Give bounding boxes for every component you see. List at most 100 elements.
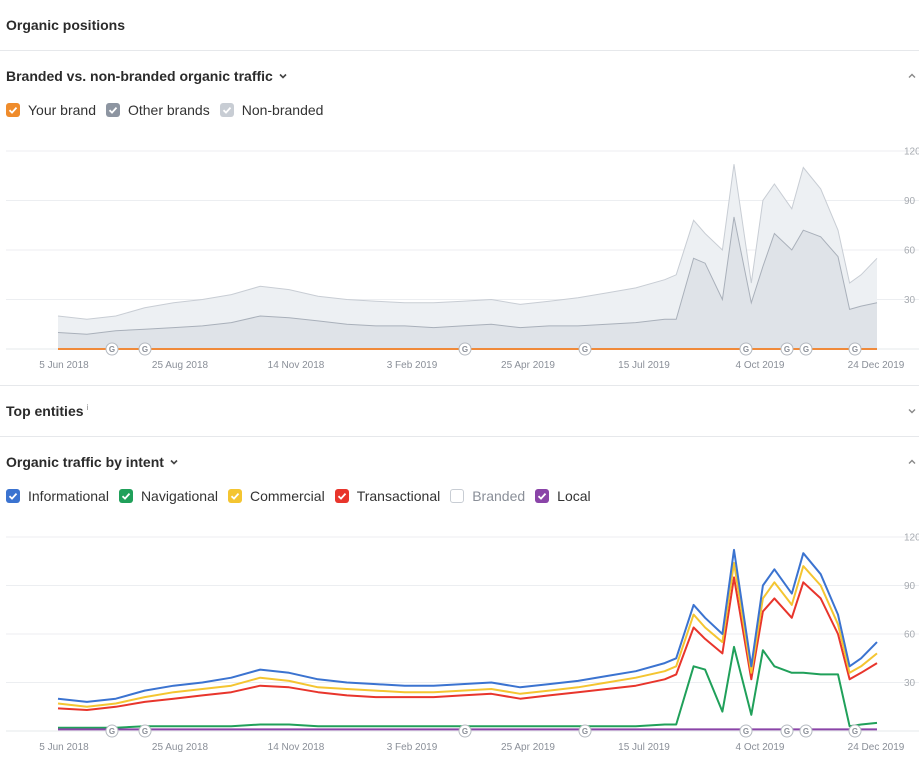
legend-item-branded[interactable]: Branded <box>450 488 525 504</box>
google-update-icon[interactable]: G <box>739 342 753 356</box>
intent-title-text: Organic traffic by intent <box>6 454 164 470</box>
checkbox-icon[interactable] <box>118 489 133 503</box>
legend-item-other-brands[interactable]: Other brands <box>105 102 210 118</box>
svg-text:G: G <box>803 727 809 736</box>
x-tick-label: 25 Apr 2019 <box>501 742 555 753</box>
google-update-icon[interactable]: G <box>578 724 592 738</box>
legend-item-local[interactable]: Local <box>535 488 591 504</box>
legend-item-commercial[interactable]: Commercial <box>228 488 325 504</box>
svg-text:G: G <box>784 345 790 354</box>
legend-item-navigational[interactable]: Navigational <box>118 488 218 504</box>
expand-chevron-icon[interactable] <box>907 406 917 416</box>
top-entities-title-text: Top entities <box>6 403 84 419</box>
x-tick-label: 15 Jul 2019 <box>618 742 670 753</box>
checkbox-icon[interactable] <box>450 489 465 503</box>
google-update-icon[interactable]: G <box>739 724 753 738</box>
svg-text:G: G <box>784 727 790 736</box>
legend-label: Transactional <box>356 488 441 504</box>
area-non-branded <box>58 164 877 349</box>
svg-text:G: G <box>142 727 148 736</box>
line-informational <box>57 548 878 703</box>
legend-item-transactional[interactable]: Transactional <box>334 488 441 504</box>
google-update-icon[interactable]: G <box>799 342 813 356</box>
google-update-icon[interactable]: G <box>799 724 813 738</box>
top-entities-title[interactable]: Top entities i <box>6 403 88 419</box>
checkbox-icon[interactable] <box>219 103 234 117</box>
x-tick-label: 14 Nov 2018 <box>268 360 325 371</box>
svg-text:G: G <box>852 727 858 736</box>
legend-label: Navigational <box>140 488 218 504</box>
x-tick-label: 24 Dec 2019 <box>848 742 905 753</box>
x-tick-label: 4 Oct 2019 <box>736 742 785 753</box>
google-update-icon[interactable]: G <box>848 724 862 738</box>
info-icon[interactable]: i <box>86 403 89 413</box>
checkbox-icon[interactable] <box>6 489 20 503</box>
collapse-chevron-icon[interactable] <box>907 457 917 467</box>
svg-text:G: G <box>109 727 115 736</box>
checkbox-icon[interactable] <box>535 489 550 503</box>
google-update-icon[interactable]: G <box>578 342 592 356</box>
line-transactional <box>57 576 878 711</box>
branded-chart: 120 90 60 30 G G G G G G G G 5 Jun 2018 25 Aug 2018 14… <box>0 139 919 379</box>
chevron-down-icon[interactable] <box>278 71 288 81</box>
google-update-icon[interactable]: G <box>105 342 119 356</box>
checkbox-icon[interactable] <box>334 489 349 503</box>
intent-legend: Informational Navigational Commercial Trans… <box>6 488 601 504</box>
legend-label: Informational <box>28 488 109 504</box>
area-other-brands <box>58 217 877 349</box>
y-tick-label: 60 <box>904 630 916 641</box>
google-update-icon[interactable]: G <box>848 342 862 356</box>
google-update-icon[interactable]: G <box>138 724 152 738</box>
x-tick-label: 15 Jul 2019 <box>618 360 670 371</box>
chevron-down-icon[interactable] <box>169 457 179 467</box>
google-update-icon[interactable]: G <box>780 724 794 738</box>
x-tick-label: 25 Aug 2018 <box>152 742 209 753</box>
y-tick-label: 120 <box>904 147 919 158</box>
y-tick-label: 30 <box>904 295 916 306</box>
intent-title[interactable]: Organic traffic by intent <box>6 454 179 470</box>
x-tick-label: 3 Feb 2019 <box>387 742 438 753</box>
line-navigational <box>58 645 878 729</box>
legend-item-informational[interactable]: Informational <box>6 488 109 504</box>
x-tick-label: 14 Nov 2018 <box>268 742 325 753</box>
x-tick-label: 24 Dec 2019 <box>848 360 905 371</box>
google-update-icon[interactable]: G <box>138 342 152 356</box>
legend-item-non-branded[interactable]: Non-branded <box>219 102 323 118</box>
y-tick-label: 90 <box>904 196 916 207</box>
organic-positions-title[interactable]: Organic positions <box>6 17 126 33</box>
svg-text:G: G <box>852 345 858 354</box>
intent-section: Organic traffic by intent Informational N… <box>0 437 919 761</box>
top-entities-section: Top entities i <box>0 386 919 437</box>
google-update-icon[interactable]: G <box>458 724 472 738</box>
svg-text:G: G <box>803 345 809 354</box>
y-tick-label: 90 <box>904 581 916 592</box>
legend-item-your-brand[interactable]: Your brand <box>6 102 96 118</box>
legend-label: Local <box>557 488 591 504</box>
branded-legend: Your brand Other brands Non-branded <box>6 102 333 118</box>
checkbox-icon[interactable] <box>228 489 242 503</box>
legend-label: Other brands <box>127 102 210 118</box>
google-update-icon[interactable]: G <box>105 724 119 738</box>
branded-title[interactable]: Branded vs. non-branded organic traffic <box>6 68 288 84</box>
svg-text:G: G <box>582 345 588 354</box>
x-tick-label: 4 Oct 2019 <box>736 360 785 371</box>
x-tick-label: 25 Aug 2018 <box>152 360 209 371</box>
svg-text:G: G <box>743 727 749 736</box>
legend-label: Commercial <box>250 488 325 504</box>
y-tick-label: 120 <box>904 533 919 544</box>
svg-text:G: G <box>582 727 588 736</box>
x-tick-label: 5 Jun 2018 <box>39 742 89 753</box>
organic-positions-section: Organic positions <box>0 0 919 51</box>
google-update-icon[interactable]: G <box>780 342 794 356</box>
collapse-chevron-icon[interactable] <box>907 71 917 81</box>
google-update-icon[interactable]: G <box>458 342 472 356</box>
checkbox-icon[interactable] <box>105 103 120 117</box>
line-non-branded <box>57 164 878 320</box>
intent-chart: 120 90 60 30 G G G G G G G G 5 Jun 2018 25 Aug 2018 14… <box>0 525 919 761</box>
legend-label: Your brand <box>28 102 96 118</box>
y-tick-label: 30 <box>904 678 916 689</box>
checkbox-icon[interactable] <box>6 103 20 117</box>
svg-text:G: G <box>743 345 749 354</box>
line-other-brands <box>57 216 878 335</box>
branded-title-text: Branded vs. non-branded organic traffic <box>6 68 273 84</box>
